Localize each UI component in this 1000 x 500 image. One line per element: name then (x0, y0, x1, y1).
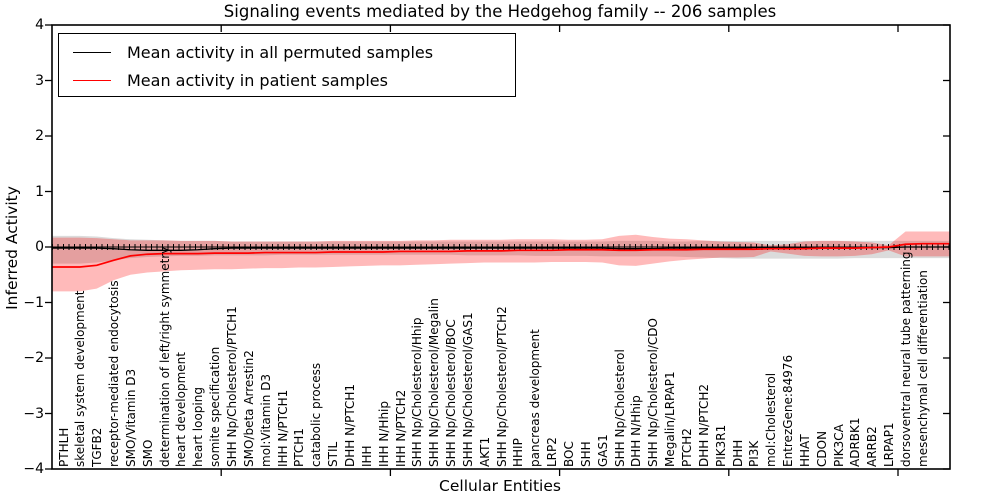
x-tick-label: catabolic process (309, 362, 324, 467)
x-axis-label: Cellular Entities (439, 477, 561, 495)
x-tick-label: SHH Np/Cholesterol/PTCH2 (494, 306, 509, 467)
mean-line-0 (52, 246, 950, 251)
x-tick-label: BOC (562, 441, 576, 467)
x-tick-label: SHH Np/Cholesterol/PTCH1 (225, 306, 239, 467)
x-tick-label: SHH Np/Cholesterol/CDO (646, 318, 661, 467)
x-tick-label: DHH N/PTCH2 (696, 383, 711, 467)
x-tick-label: Megalin/LRPAP1 (663, 371, 678, 467)
x-tick-label: skeletal system development (73, 290, 88, 467)
legend-label-patient: Mean activity in patient samples (127, 70, 388, 90)
legend-label-permuted: Mean activity in all permuted samples (127, 42, 434, 62)
band-0 (52, 235, 950, 264)
permuted-line-sample (73, 51, 111, 53)
legend-item-permuted: Mean activity in all permuted samples (73, 38, 515, 66)
chart-title: Signaling events mediated by the Hedgeho… (223, 2, 777, 21)
legend-item-patient: Mean activity in patient samples (73, 66, 515, 94)
x-tick-label: GAS1 (595, 434, 610, 467)
x-tick-label: EntrezGene:84976 (781, 354, 796, 467)
x-tick-label: SMO (140, 439, 155, 467)
y-tick-label: 2 (35, 128, 44, 144)
x-tick-label: dorsoventral neural tube patterning (899, 251, 913, 467)
y-tick-label: 1 (35, 183, 44, 200)
x-tick-label: SHH (578, 441, 593, 467)
y-tick-label: 4 (35, 17, 44, 33)
x-tick-label: CDON (814, 430, 829, 467)
x-tick-label: PTCH1 (292, 428, 307, 467)
y-tick-label: −2 (23, 350, 44, 366)
x-tick-label: STIL (326, 441, 341, 467)
x-tick-label: heart development (174, 352, 189, 467)
patient-line-sample (73, 79, 111, 81)
x-tick-label: SHH Np/Cholesterol/Hhip (410, 317, 425, 467)
x-tick-label: ARRB2 (865, 426, 880, 467)
x-tick-label: SHH Np/Cholesterol/BOC (444, 319, 459, 467)
x-tick-label: mol:Cholesterol (764, 372, 779, 467)
x-tick-label: PTCH2 (679, 428, 694, 467)
x-tick-label: HHIP (511, 438, 526, 467)
x-tick-label: mol:Vitamin D3 (258, 373, 273, 467)
x-tick-label: SMO/Vitamin D3 (123, 368, 138, 467)
y-tick-label: 0 (35, 239, 44, 255)
x-tick-label: PTHLH (56, 427, 71, 467)
x-tick-label: PIK3CA (831, 424, 846, 467)
y-tick-label: 3 (35, 72, 44, 89)
y-tick-label: −4 (23, 461, 44, 477)
x-tick-label: pancreas development (528, 329, 543, 467)
x-tick-label: SHH Np/Cholesterol (612, 349, 627, 467)
x-tick-label: SHH Np/Cholesterol/Megalin (427, 298, 442, 467)
x-tick-label: DHH N/PTCH1 (342, 383, 357, 467)
x-tick-label: TGFB2 (90, 427, 105, 467)
x-tick-label: heart looping (191, 387, 206, 467)
y-tick-label: −3 (23, 405, 44, 422)
legend: Mean activity in all permuted samples Me… (58, 33, 516, 97)
x-tick-label: IHH N/PTCH2 (393, 389, 408, 467)
x-tick-label: determination of left/right symmetry (157, 246, 172, 467)
x-tick-label: IHH (359, 445, 374, 467)
y-tick-label: −1 (23, 294, 44, 311)
band-1 (52, 231, 950, 292)
x-tick-label: IHH N/PTCH1 (275, 389, 290, 467)
x-tick-label: DHH N/Hhip (629, 395, 644, 467)
x-tick-label: somite specification (208, 346, 223, 467)
x-tick-label: DHH (730, 439, 745, 467)
x-tick-label: SHH Np/Cholesterol/GAS1 (460, 312, 475, 467)
x-tick-label: receptor-mediated endocytosis (107, 280, 122, 467)
x-tick-label: HHAT (797, 434, 812, 467)
x-tick-label: mesenchymal cell differentiation (915, 270, 930, 467)
x-tick-label: SMO/beta Arrestin2 (241, 350, 256, 467)
x-tick-label: ADRBK1 (848, 417, 863, 467)
x-tick-label: PI3K (747, 440, 762, 467)
x-tick-label: LRPAP1 (882, 422, 897, 467)
mean-line-1 (52, 242, 950, 268)
x-tick-label: PIK3R1 (713, 424, 728, 467)
x-tick-label: AKT1 (477, 436, 492, 467)
x-tick-label: IHH N/Hhip (376, 401, 391, 467)
x-tick-label: LRP2 (545, 437, 560, 467)
